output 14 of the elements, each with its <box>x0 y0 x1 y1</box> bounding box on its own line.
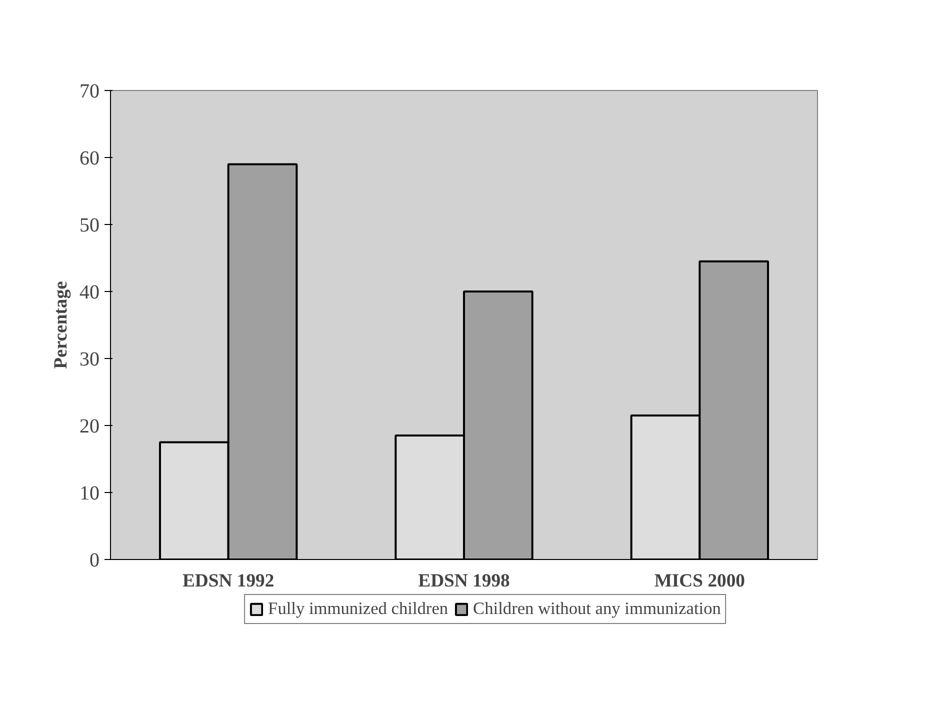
x-tick-label: EDSN 1992 <box>182 570 274 592</box>
y-tick-label: 10 <box>80 482 100 504</box>
legend-label: Fully immunized children <box>268 599 448 619</box>
y-tick-label: 40 <box>80 282 100 304</box>
y-tick-label: 0 <box>90 550 100 572</box>
x-tick-label: MICS 2000 <box>654 570 746 592</box>
legend-label: Children without any immunization <box>473 599 721 619</box>
y-tick-label: 70 <box>80 80 100 102</box>
y-tick-label: 30 <box>80 348 100 370</box>
y-tick-label: 20 <box>80 416 100 438</box>
y-tick-label: 60 <box>80 148 100 170</box>
y-tick-label: 50 <box>80 214 100 236</box>
x-tick-label: EDSN 1998 <box>418 570 510 592</box>
y-axis-title: Percentage <box>50 281 72 369</box>
